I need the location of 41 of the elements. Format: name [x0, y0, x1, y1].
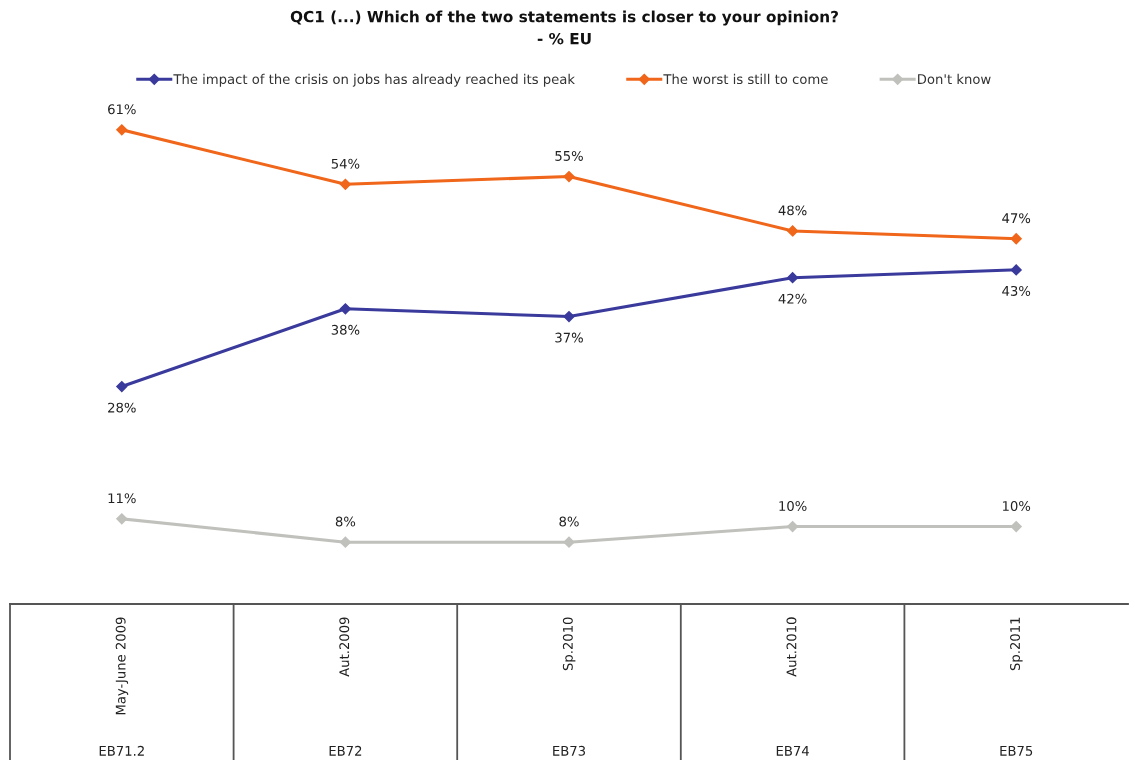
data-label: 37%	[555, 332, 583, 343]
x-tick-label: Sp.2010	[562, 617, 576, 671]
data-label: 8%	[559, 516, 579, 527]
data-label: 43%	[1002, 285, 1031, 296]
data-label: 38%	[331, 324, 360, 335]
text: EB71.2	[99, 745, 144, 756]
point	[1010, 233, 1022, 245]
point	[339, 303, 352, 315]
data-label: 10%	[1002, 501, 1031, 511]
chart-subtitle: - % EU	[537, 32, 591, 45]
point	[1010, 264, 1022, 276]
data-label: 47%	[1002, 213, 1031, 224]
point	[786, 225, 799, 237]
data-label: 42%	[778, 293, 807, 304]
x-tick-label: Sp.2011	[1010, 617, 1023, 671]
point	[563, 310, 575, 323]
data-label: 61%	[108, 104, 136, 115]
point	[116, 380, 128, 393]
text: EB74	[776, 746, 809, 756]
x-tick-label: May-June 2009	[115, 617, 129, 715]
data-label: 55%	[555, 150, 583, 161]
text: EB72	[329, 745, 362, 756]
x-tick-label: Aut.2010	[786, 617, 797, 677]
data-label: 8%	[335, 516, 356, 527]
legend-label: Don't know	[918, 73, 991, 85]
point	[339, 178, 352, 190]
legend-label: The worst is still to come	[663, 73, 828, 85]
legend-label: The impact of the crisis on jobs has already reached its peak	[173, 73, 575, 87]
point	[563, 170, 575, 183]
point	[563, 536, 575, 548]
chart-title: QC1 (...) Which of the two statements is closer to your opinion?	[290, 10, 838, 26]
text: EB73	[553, 745, 586, 756]
data-label: 11%	[108, 493, 136, 504]
x-tick-label: Aut.2009	[339, 617, 350, 677]
data-label: 10%	[779, 501, 807, 511]
data-label: 48%	[778, 205, 807, 216]
point	[116, 124, 128, 136]
text: EB75	[1000, 746, 1033, 756]
point	[116, 513, 128, 525]
data-label: 28%	[108, 402, 136, 413]
data-label: 54%	[331, 158, 360, 169]
